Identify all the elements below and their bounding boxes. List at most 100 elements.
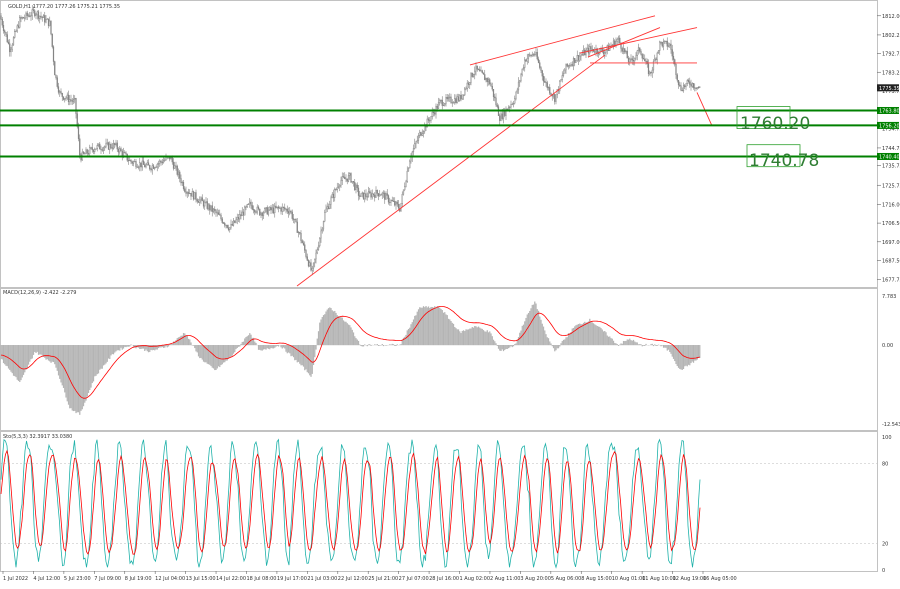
current-price-label: 1775.35 [879,86,900,92]
candle-body [184,189,185,192]
stoch-axis-label: 20 [882,541,888,547]
candle-body [528,55,529,59]
macd-bar [45,345,46,360]
candle-body [376,190,377,197]
candle-body [351,173,352,182]
macd-bar [473,328,474,346]
macd-axis-label: 0.00 [882,343,893,349]
macd-bar [304,345,305,370]
candle-body [182,182,183,183]
candle-body [671,44,672,50]
macd-bar [355,338,356,345]
candle-body [641,51,642,54]
price-axis-label: 1716.00 [882,202,900,208]
macd-bar [72,345,73,411]
macd-bar [197,345,198,352]
candle-body [74,98,75,99]
candle-body [628,58,629,62]
macd-bar [359,344,360,345]
macd-bar [599,327,600,345]
macd-bar [99,345,100,370]
candle-body [104,147,105,148]
candle-body [617,39,618,41]
macd-bar [352,330,353,345]
candle-body [323,221,324,229]
candle-body [544,81,545,82]
candle-body [303,243,304,245]
candle-body [541,68,542,71]
candle-body [201,198,202,200]
macd-bar [120,345,121,348]
macd-bar [95,345,96,376]
macd-bar [282,345,283,348]
macd-bar [237,345,238,348]
macd-bar [297,345,298,362]
macd-bar [102,345,103,369]
candle-body [83,152,84,154]
candle-body [491,84,492,86]
candle-body [56,75,57,78]
macd-bar [680,345,681,369]
macd-bar [419,307,420,345]
candle-body [577,55,578,60]
macd-bar [495,343,496,345]
macd-bar [658,345,659,346]
macd-bar [622,344,623,345]
macd-bar [334,311,335,345]
macd-bar [117,345,118,350]
macd-bar [274,345,275,348]
macd-bar [8,345,9,369]
candle-body [519,81,520,82]
candle-body [651,72,652,73]
macd-bar [612,339,613,346]
candle-body [369,192,370,193]
candle-body [308,260,309,266]
macd-bar [235,345,236,349]
candle-body [117,143,118,149]
candle-body [531,55,532,56]
macd-bar [284,345,285,348]
trendline [697,92,712,125]
macd-bar [254,342,255,346]
candle-body [179,172,180,178]
macd-bar [348,325,349,346]
candle-body [672,50,673,57]
price-axis-label: 1744.75 [882,146,900,152]
candle-body [24,18,25,19]
candle-body [154,168,155,169]
candle-body [156,167,157,168]
candle-body [248,204,249,205]
price-axis-label: 1687.50 [882,258,900,264]
candle-body [546,82,547,83]
macd-bar [604,331,605,345]
candle-body [469,82,470,84]
macd-bar [464,331,465,345]
candle-body [368,192,369,197]
candle-body [238,217,239,219]
macd-bar [584,322,585,345]
candle-body [43,15,44,17]
candle-body [543,76,544,81]
macd-bar [278,345,279,346]
macd-bar [208,345,209,364]
macd-bar [559,345,560,346]
macd-bar [503,345,504,351]
candle-body [536,52,537,54]
candle-body [529,55,530,56]
macd-bar [632,341,633,346]
macd-bar [42,345,43,355]
macd-bar [535,304,536,346]
candle-body [557,89,558,94]
candle-body [217,213,218,214]
candle-body [532,55,533,57]
candle-body [496,98,497,105]
candle-body [394,201,395,205]
macd-bar [25,345,26,370]
macd-bar [463,330,464,345]
macd-bar [195,345,196,351]
macd-bar [233,345,234,354]
macd-bar [179,337,180,345]
candle-body [211,206,212,211]
